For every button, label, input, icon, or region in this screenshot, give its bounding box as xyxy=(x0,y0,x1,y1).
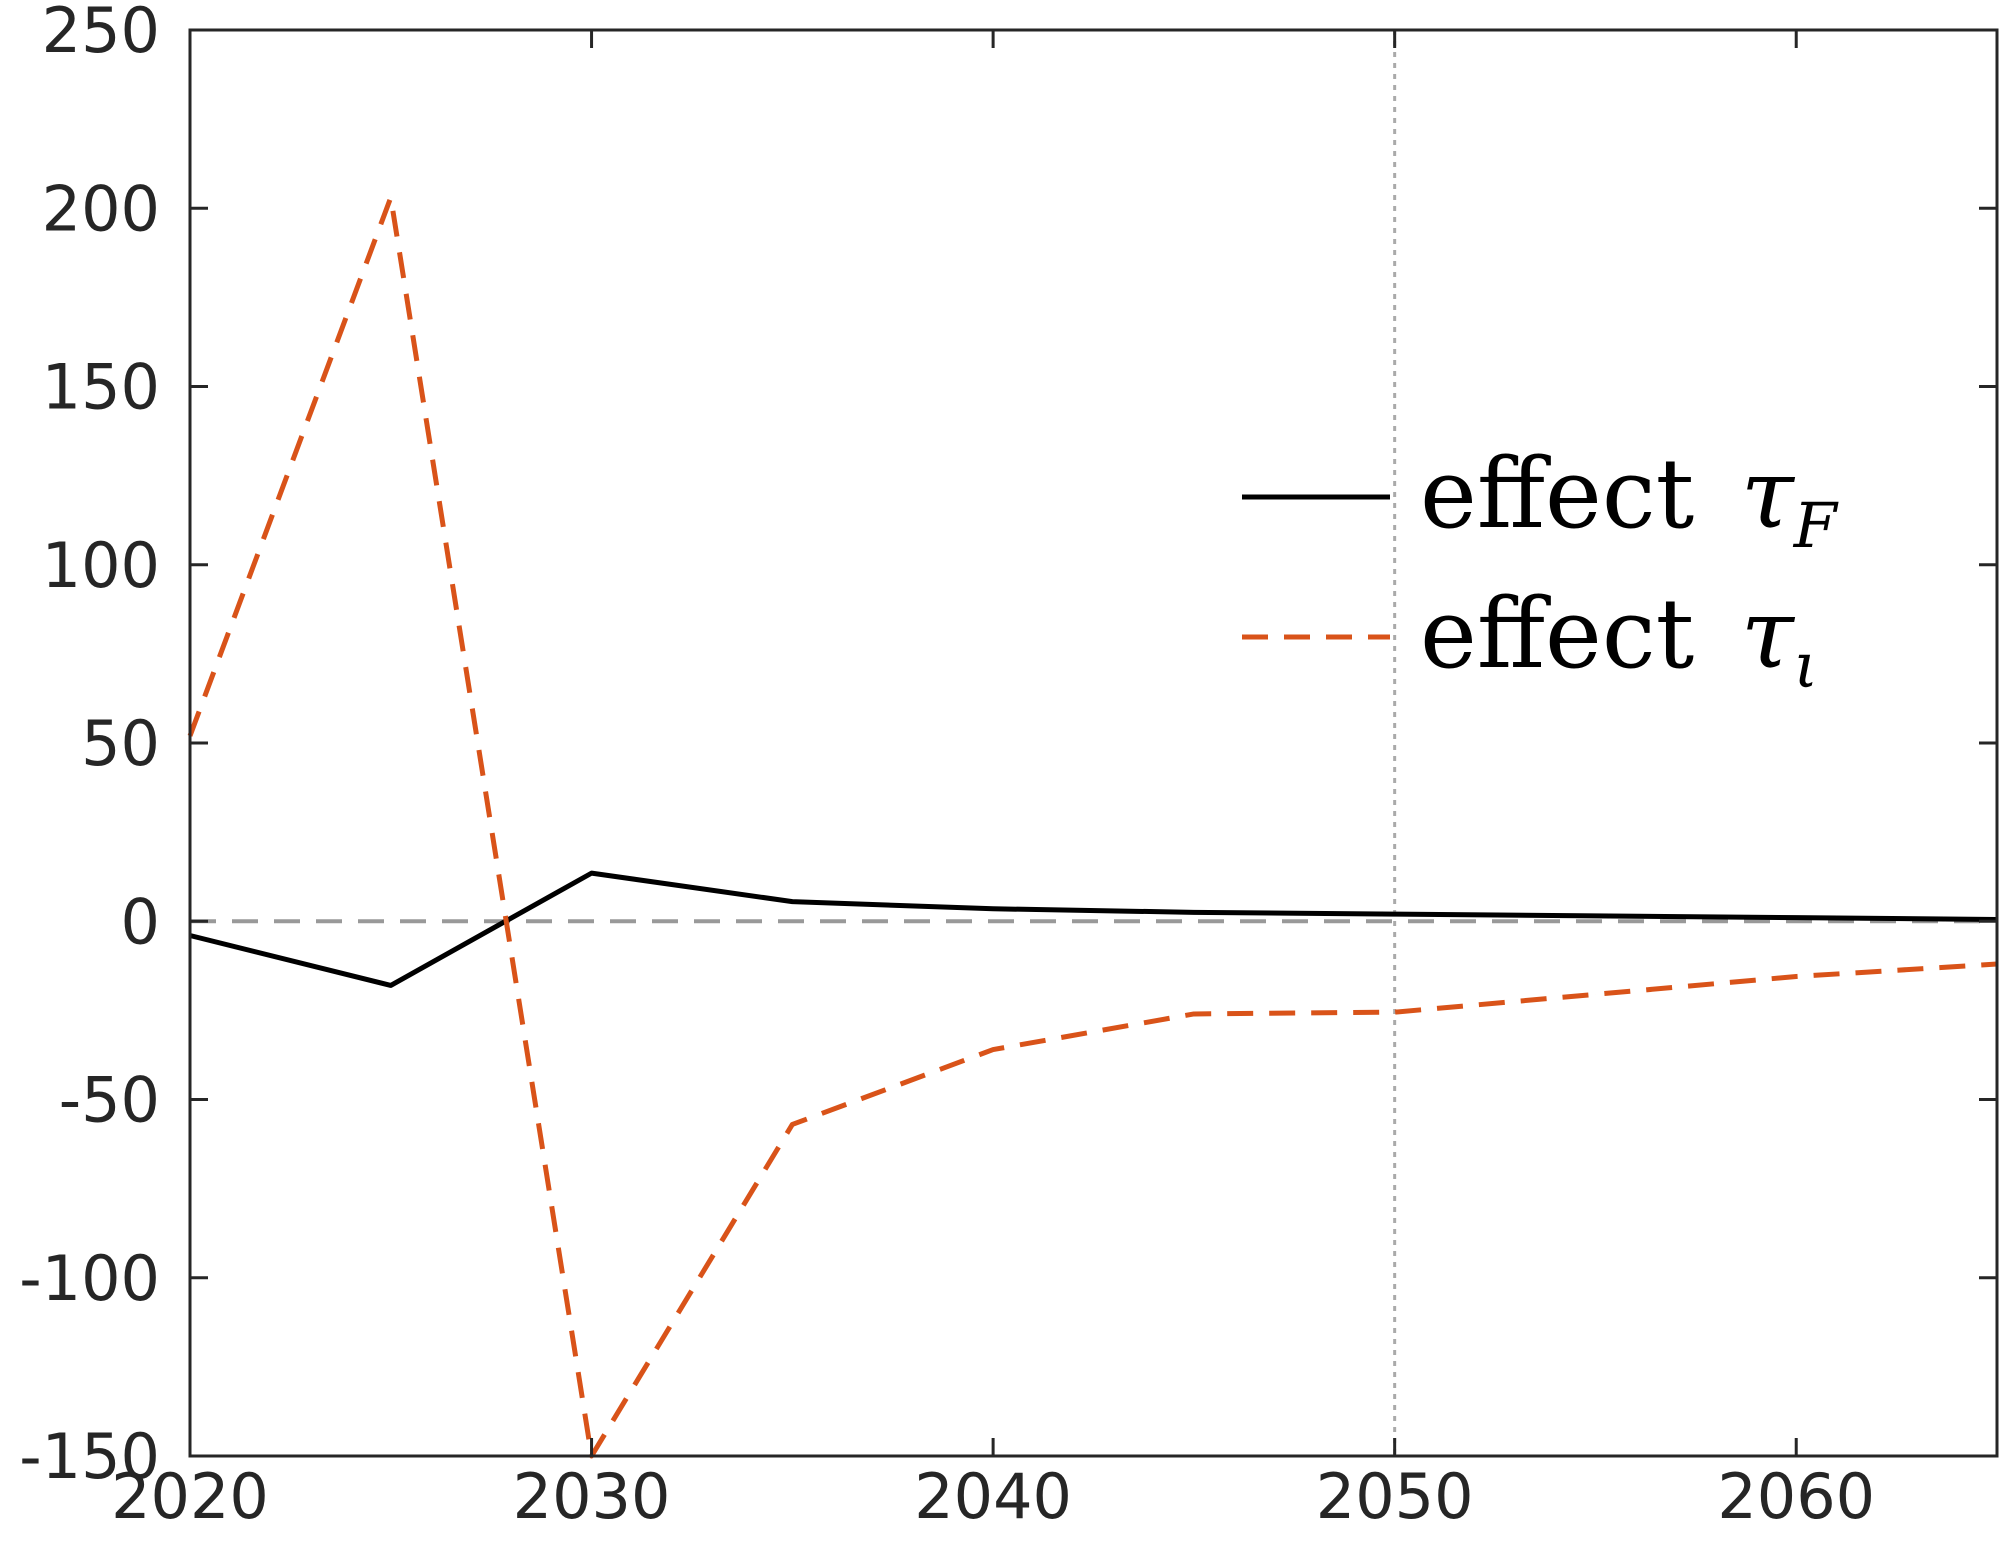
legend-symbol: τ xyxy=(1741,438,1796,550)
series-line-2 xyxy=(187,195,1998,1459)
x-tick-label: 2060 xyxy=(1717,1460,1875,1533)
y-tick-label: 50 xyxy=(81,707,160,780)
y-tick-label: 200 xyxy=(42,172,160,245)
legend-label-2: effect τι xyxy=(1420,578,1818,702)
legend-subscript: ι xyxy=(1794,629,1818,702)
y-tick-label: -150 xyxy=(19,1420,160,1493)
series-line-1 xyxy=(189,870,1998,988)
series-layer xyxy=(187,195,1998,1459)
y-tick-label: 100 xyxy=(42,529,160,602)
legend: effect τF effect τι xyxy=(1242,438,1839,702)
legend-symbol: τ xyxy=(1741,578,1796,690)
reference-lines xyxy=(190,30,1997,1456)
x-tick-label: 2040 xyxy=(914,1460,1072,1533)
legend-label-1: effect τF xyxy=(1420,438,1839,562)
y-tick-label: 150 xyxy=(42,351,160,424)
x-tick-label: 2020 xyxy=(111,1460,269,1533)
x-tick-label: 2050 xyxy=(1316,1460,1474,1533)
y-tick-label: 250 xyxy=(42,0,160,67)
y-tick-label: -50 xyxy=(59,1064,160,1137)
axis-ticks: 2020 2030 2040 2050 2060 -150 -100 -50 0 50 100 150… xyxy=(19,0,1997,1533)
y-tick-label: 0 xyxy=(121,885,160,958)
legend-subscript: F xyxy=(1793,489,1839,562)
plot-area-frame xyxy=(188,28,1999,1458)
x-tick-label: 2030 xyxy=(513,1460,671,1533)
y-tick-label: -100 xyxy=(19,1242,160,1315)
